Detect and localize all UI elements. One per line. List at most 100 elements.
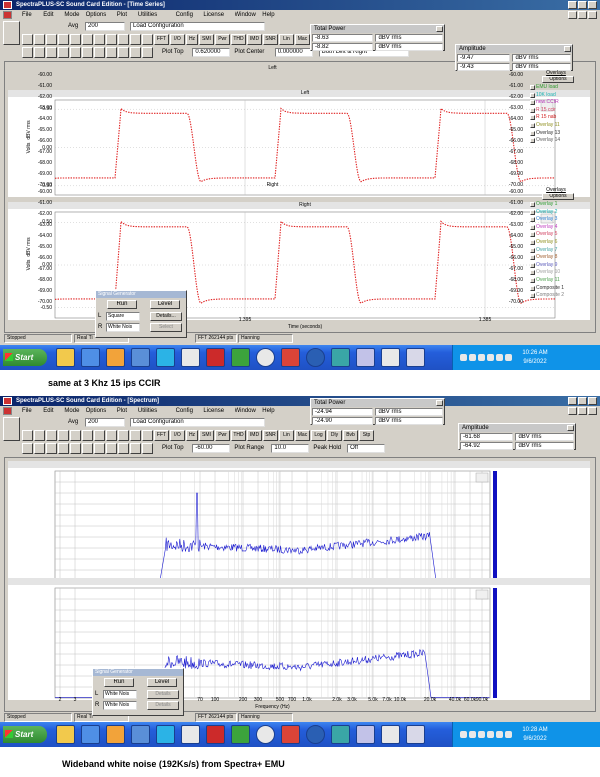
toolbar-button[interactable] [130,47,141,58]
close-button[interactable] [564,46,571,52]
toolbar-button[interactable] [130,430,141,441]
config-select[interactable]: Load Configuration [130,22,265,31]
taskbar-icon[interactable] [281,725,300,744]
overlay-checkbox[interactable] [530,123,535,128]
toolbar-button[interactable] [106,443,117,454]
menu-item[interactable]: Help [262,408,275,414]
taskbar-icon[interactable] [106,348,125,367]
overlay-item[interactable]: Overlay 11 [536,122,560,128]
overlay-item[interactable]: EMU load [536,84,558,90]
taskbar-icon[interactable] [256,725,275,744]
toolbar-button[interactable] [82,34,93,45]
overlay-item[interactable]: Overlay 9 [536,261,558,268]
overlay-checkbox[interactable] [530,232,535,238]
toolbar-button[interactable]: Pwr [215,34,230,45]
toolbar-button[interactable]: SNR [263,34,278,45]
doc-window-button[interactable] [568,11,577,19]
overlay-checkbox[interactable] [530,240,535,245]
overlay-checkbox[interactable] [530,138,535,144]
overlay-checkbox[interactable] [530,255,535,261]
taskbar-icon[interactable] [356,725,375,744]
overlay-item[interactable]: Overlay 13 [536,129,561,136]
menu-item[interactable]: Config [175,408,193,414]
toolbar-button[interactable]: I/O [170,430,185,441]
overlay-item[interactable]: Composite 2 [536,292,565,299]
toolbar-button[interactable] [22,34,33,45]
menu-item[interactable]: File [22,408,32,414]
toolbar-button[interactable]: IMD [247,34,262,45]
taskbar-icon[interactable] [231,725,250,744]
toolbar-button[interactable] [46,443,57,454]
menu-item[interactable]: Plot [116,408,128,414]
toolbar-button[interactable] [82,443,93,454]
overlay-item[interactable]: Overlay 11 [536,277,560,283]
window-button[interactable] [568,397,577,405]
taskbar-icon[interactable] [56,348,75,367]
tray-icon[interactable] [505,354,512,361]
toolbar-button[interactable] [142,34,153,45]
tray-icon[interactable] [478,731,485,738]
toolbar-button[interactable] [34,430,45,441]
taskbar-icon[interactable] [331,725,350,744]
overlay-item[interactable]: Overlay 4 [536,223,558,230]
toolbar-button[interactable] [106,47,117,58]
menu-item[interactable]: Options [85,12,107,18]
taskbar-icon[interactable] [281,348,300,367]
tray-icon[interactable] [496,731,503,738]
toolbar-button[interactable]: Mac [295,430,310,441]
doc-window-button[interactable] [588,11,597,19]
toolbar-button[interactable] [58,430,69,441]
toolbar-button[interactable]: Hz [186,34,198,45]
taskbar-icon[interactable] [406,348,425,367]
toolbar-button[interactable] [118,34,129,45]
taskbar-icon[interactable] [381,725,400,744]
menu-item[interactable]: Config [175,12,193,18]
waveform-select[interactable]: White Nois [103,690,137,699]
taskbar-icon[interactable] [356,348,375,367]
tray-icon[interactable] [505,731,512,738]
overlay-checkbox[interactable] [530,247,535,253]
toolbar-button[interactable] [46,34,57,45]
overlay-checkbox[interactable] [530,130,535,136]
toolbar-button[interactable]: THD [231,430,246,441]
doc-window-button[interactable] [568,407,577,415]
overlay-checkbox[interactable] [530,270,535,276]
window-button[interactable] [588,397,597,405]
taskbar-icon[interactable] [381,348,400,367]
toolbar-button[interactable] [106,34,117,45]
start-button[interactable]: Start [3,726,47,743]
waveform-select[interactable]: Square [106,312,140,321]
setting-value[interactable]: 0.620000 [192,48,231,57]
menu-item[interactable]: Help [262,12,275,18]
overlay-checkbox[interactable] [530,278,535,283]
doc-window-button[interactable] [578,11,587,19]
menu-item[interactable]: Window [234,12,256,18]
overlay-item[interactable]: 10K load [536,91,556,98]
toolbar-button[interactable]: Stp [359,430,374,441]
toolbar-button[interactable]: FFT [154,430,169,441]
tray-icon[interactable] [469,731,476,738]
overlay-item[interactable]: R 15 nab [536,114,557,121]
toolbar-button[interactable] [70,430,81,441]
overlay-item[interactable]: Overlay 10 [536,269,561,276]
menu-item[interactable]: Utilities [137,408,158,414]
overlay-item[interactable]: Overlay 5 [536,231,558,238]
toolbar-button[interactable] [94,443,105,454]
toolbar-button[interactable] [82,430,93,441]
window-button[interactable] [578,397,587,405]
taskbar-icon[interactable] [256,348,275,367]
run-button[interactable] [3,417,20,441]
menu-item[interactable]: File [22,12,32,18]
toolbar-button[interactable] [142,47,153,58]
toolbar-button[interactable]: Hz [186,430,198,441]
toolbar-button[interactable] [130,34,141,45]
toolbar-button[interactable] [22,430,33,441]
taskbar-icon[interactable] [206,348,225,367]
window-button[interactable] [588,1,597,9]
taskbar-icon[interactable] [156,348,175,367]
overlay-checkbox[interactable] [530,115,535,121]
toolbar-button[interactable]: Log [311,430,326,441]
toolbar-button[interactable]: Lin [279,34,294,45]
tray-icon[interactable] [487,354,494,361]
run-button[interactable]: Run [104,678,134,687]
